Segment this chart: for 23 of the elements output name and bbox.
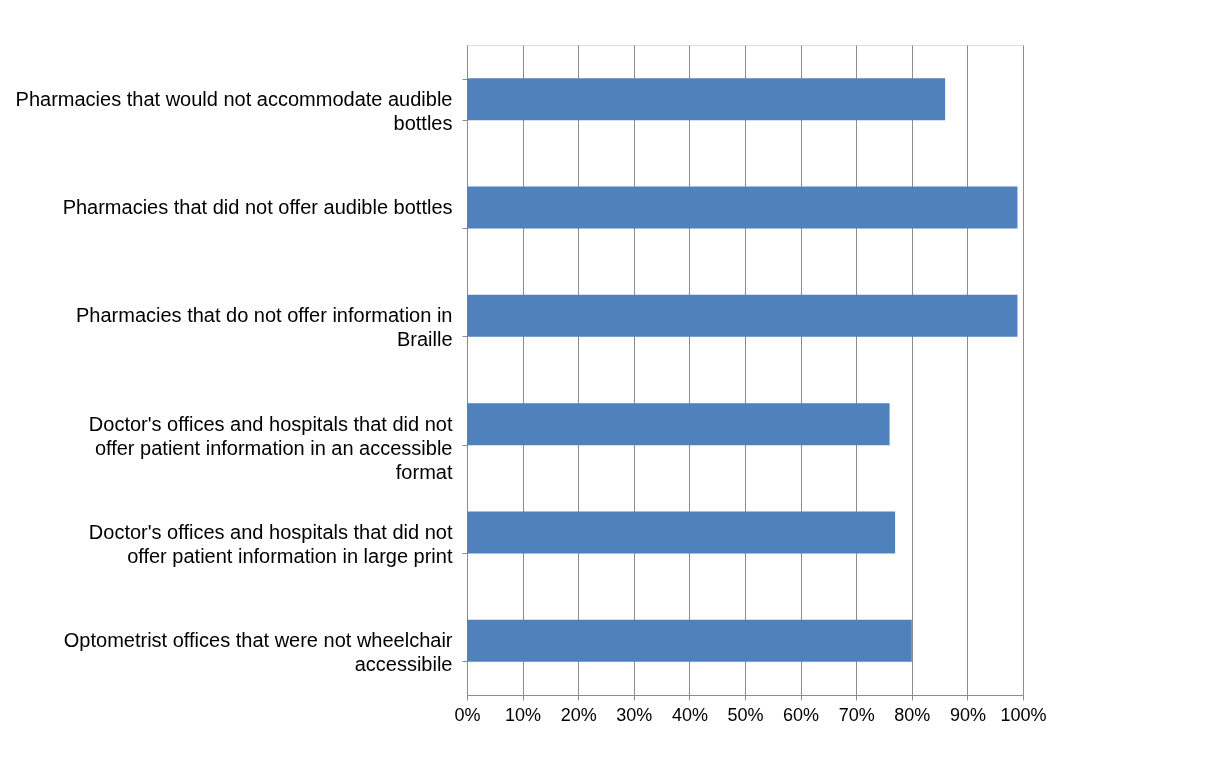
bar [467, 619, 912, 662]
x-tick-label: 90% [949, 704, 986, 725]
bar [467, 186, 1018, 229]
y-tick-label: Optometrist offices that were not wheelchair accessibile [63, 629, 453, 676]
bar [467, 78, 946, 121]
y-tick-label: Pharmacies that do not offer information in Braille [75, 304, 453, 351]
y-tick-label: Doctor's offices and hospitals that did not offer patient information in large print [88, 521, 453, 567]
x-tick-label: 40% [671, 704, 708, 725]
x-tick-label: 70% [838, 704, 875, 725]
x-tick-label: 100% [1000, 704, 1047, 725]
x-tick-label: 50% [727, 704, 764, 725]
bar [467, 511, 896, 554]
bar [467, 403, 890, 446]
x-tick-label: 10% [505, 704, 542, 725]
x-tick-label: 30% [616, 704, 653, 725]
y-tick-label: Pharmacies that would not accommodate audible bottles [15, 87, 453, 134]
x-tick-label: 80% [894, 704, 931, 725]
x-tick-label: 20% [560, 704, 597, 725]
y-tick-label: Pharmacies that did not offer audible bottles [62, 196, 453, 218]
bar [467, 294, 1018, 337]
x-tick-label: 60% [783, 704, 820, 725]
y-tick-label: Doctor's offices and hospitals that did not offer patient information in an accessible format [88, 412, 453, 483]
x-tick-label: 0% [454, 704, 481, 725]
